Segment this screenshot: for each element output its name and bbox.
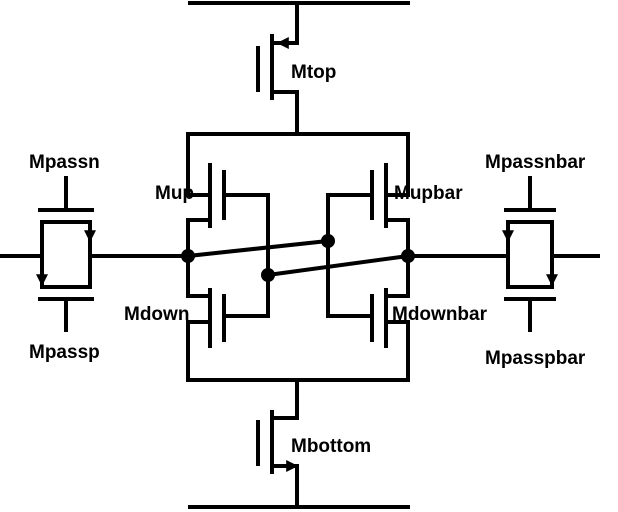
cross-wire-a bbox=[185, 238, 331, 259]
label-mpassnbar: Mpassnbar bbox=[485, 152, 586, 173]
left-pass-gate bbox=[0, 176, 190, 332]
label-mdown: Mdown bbox=[124, 304, 189, 325]
junction-dot bbox=[181, 249, 195, 263]
junction-dot bbox=[401, 249, 415, 263]
cross-wire-b bbox=[265, 253, 411, 278]
label-mup: Mup bbox=[155, 183, 194, 204]
label-mpassn: Mpassn bbox=[29, 152, 100, 173]
label-mdownbar: Mdownbar bbox=[392, 304, 488, 325]
label-mtop: Mtop bbox=[291, 62, 336, 83]
right-pass-gate bbox=[406, 176, 600, 332]
junction-dot bbox=[321, 234, 335, 248]
top-bus bbox=[186, 132, 410, 174]
label-mupbar: Mupbar bbox=[394, 183, 463, 204]
label-mpassp: Mpassp bbox=[29, 342, 100, 363]
label-mbottom: Mbottom bbox=[291, 436, 371, 457]
mup-transistor bbox=[186, 163, 270, 277]
mtop-transistor bbox=[256, 1, 299, 136]
mbottom-transistor bbox=[256, 378, 299, 509]
bottom-bus bbox=[186, 344, 410, 382]
junction-dot bbox=[261, 268, 275, 282]
label-mpasspbar: Mpasspbar bbox=[485, 348, 586, 369]
mdown-transistor bbox=[186, 254, 270, 348]
mupbar-transistor bbox=[326, 163, 410, 258]
